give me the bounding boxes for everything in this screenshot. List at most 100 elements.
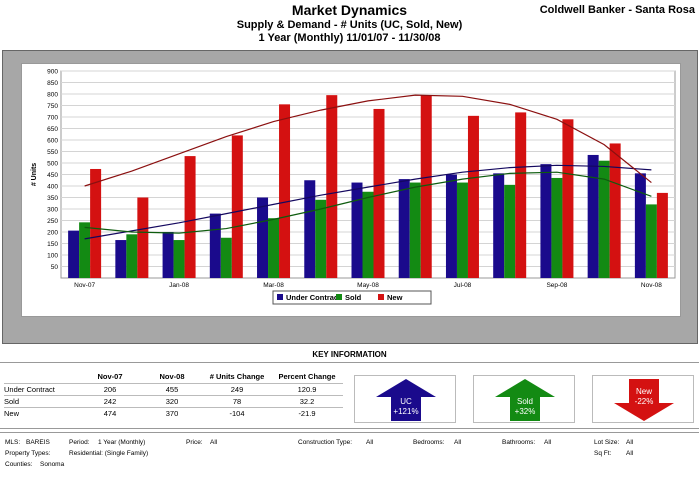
sqft-label: Sq Ft: <box>594 450 612 457</box>
table-row: Sold 242 320 78 32.2 <box>4 394 343 407</box>
row-label: Sold <box>4 394 79 407</box>
bar <box>315 199 327 278</box>
cell-nov07: 474 <box>79 406 141 419</box>
lot-size-label: Lot Size: <box>594 439 620 446</box>
y-tick-label: 600 <box>47 138 58 145</box>
y-tick-label: 300 <box>47 207 58 214</box>
y-tick-label: 700 <box>47 115 58 122</box>
cell-units-change: 249 <box>203 382 271 395</box>
bar <box>445 174 457 278</box>
x-tick-label: May-08 <box>357 282 379 289</box>
bar <box>115 240 127 278</box>
counties-value: Sonoma <box>40 461 65 468</box>
new-indicator-value: -22% <box>635 397 654 406</box>
y-tick-label: 200 <box>47 230 58 237</box>
sold-indicator-label: Sold <box>517 397 533 406</box>
x-tick-label: Nov-07 <box>74 282 95 289</box>
bar <box>540 164 552 278</box>
period-label: Period: <box>69 439 90 446</box>
row-label: New <box>4 406 79 419</box>
new-indicator-label: New <box>636 387 652 396</box>
bar <box>90 168 102 278</box>
x-tick-label: Jul-08 <box>454 282 472 289</box>
y-tick-label: 50 <box>51 264 59 271</box>
sold-indicator-value: +32% <box>515 407 536 416</box>
legend-label: Sold <box>345 293 362 302</box>
cell-nov08: 455 <box>141 382 203 395</box>
title-block: Market Dynamics Supply & Demand - # Unit… <box>0 2 699 45</box>
bar <box>268 218 280 278</box>
bar <box>598 160 610 278</box>
bar <box>68 230 80 278</box>
bar <box>398 179 410 278</box>
construction-value: All <box>366 439 374 446</box>
bar <box>493 173 505 278</box>
arrow-up-icon <box>495 379 555 421</box>
bar <box>409 182 421 278</box>
price-value: All <box>210 439 218 446</box>
x-tick-label: Mar-08 <box>263 282 284 289</box>
property-types-label: Property Types: <box>5 450 51 457</box>
cell-nov08: 320 <box>141 394 203 407</box>
bedrooms-label: Bedrooms: <box>413 439 445 446</box>
bathrooms-label: Bathrooms: <box>502 439 536 446</box>
lot-size-value: All <box>626 439 634 446</box>
column-header: # Units Change <box>209 372 265 382</box>
bar <box>562 119 574 278</box>
bathrooms-value: All <box>544 439 552 446</box>
y-tick-label: 350 <box>47 195 58 202</box>
bar <box>162 232 174 278</box>
company-name: Coldwell Banker - Santa Rosa <box>539 4 695 16</box>
cell-nov07: 242 <box>79 394 141 407</box>
new-change-indicator: New -22% <box>592 375 694 423</box>
key-info-title: KEY INFORMATION <box>312 350 387 359</box>
bar <box>173 240 185 278</box>
y-tick-label: 900 <box>47 69 58 76</box>
column-header: Percent Change <box>278 372 336 382</box>
bar <box>304 180 316 278</box>
bar <box>137 197 149 278</box>
y-tick-label: 800 <box>47 92 58 99</box>
cell-units-change: -104 <box>203 406 271 419</box>
arrow-down-icon <box>614 379 674 421</box>
trend-line <box>84 164 652 240</box>
y-tick-label: 850 <box>47 80 58 87</box>
legend-swatch <box>336 294 342 300</box>
cell-nov07: 206 <box>79 382 141 395</box>
bar <box>634 173 646 278</box>
bedrooms-value: All <box>454 439 462 446</box>
column-header <box>4 371 79 383</box>
bar <box>551 177 563 278</box>
filter-panel: MLS: BAREIS Period: 1 Year (Monthly) Pri… <box>0 432 699 477</box>
bar <box>456 182 468 278</box>
uc-change-indicator: UC +121% <box>354 375 456 423</box>
bar <box>79 222 91 278</box>
table-row: Under Contract 206 455 249 120.9 <box>4 382 343 395</box>
cell-percent-change: 120.9 <box>271 382 343 395</box>
chart-frame: 50 100 150 200 250 300 350 400 450 500 550 600 650 70… <box>2 50 698 344</box>
bar <box>126 234 138 278</box>
bar <box>420 95 432 279</box>
y-tick-label: 450 <box>47 172 58 179</box>
chart-period: 1 Year (Monthly) 11/01/07 - 11/30/08 <box>258 32 441 44</box>
y-tick-label: 750 <box>47 103 58 110</box>
uc-indicator-value: +121% <box>393 407 418 416</box>
uc-indicator-label: UC <box>400 397 412 406</box>
bar <box>184 156 196 278</box>
y-tick-label: 500 <box>47 161 58 168</box>
row-label: Under Contract <box>4 382 79 395</box>
property-types-value: Residential: (Single Family) <box>69 450 149 457</box>
y-tick-label: 400 <box>47 184 58 191</box>
bar <box>220 237 232 278</box>
x-tick-label: Jan-08 <box>169 282 189 289</box>
bar <box>257 197 269 278</box>
bar <box>373 108 385 278</box>
bar <box>504 184 516 278</box>
column-header: Nov-08 <box>159 372 185 382</box>
construction-label: Construction Type: <box>298 439 353 446</box>
bar <box>645 204 657 278</box>
column-header: Nov-07 <box>97 372 123 382</box>
counties-label: Counties: <box>5 461 33 468</box>
chart-title: Market Dynamics <box>291 2 408 18</box>
bar-chart: 50 100 150 200 250 300 350 400 450 500 550 600 650 70… <box>31 69 676 305</box>
